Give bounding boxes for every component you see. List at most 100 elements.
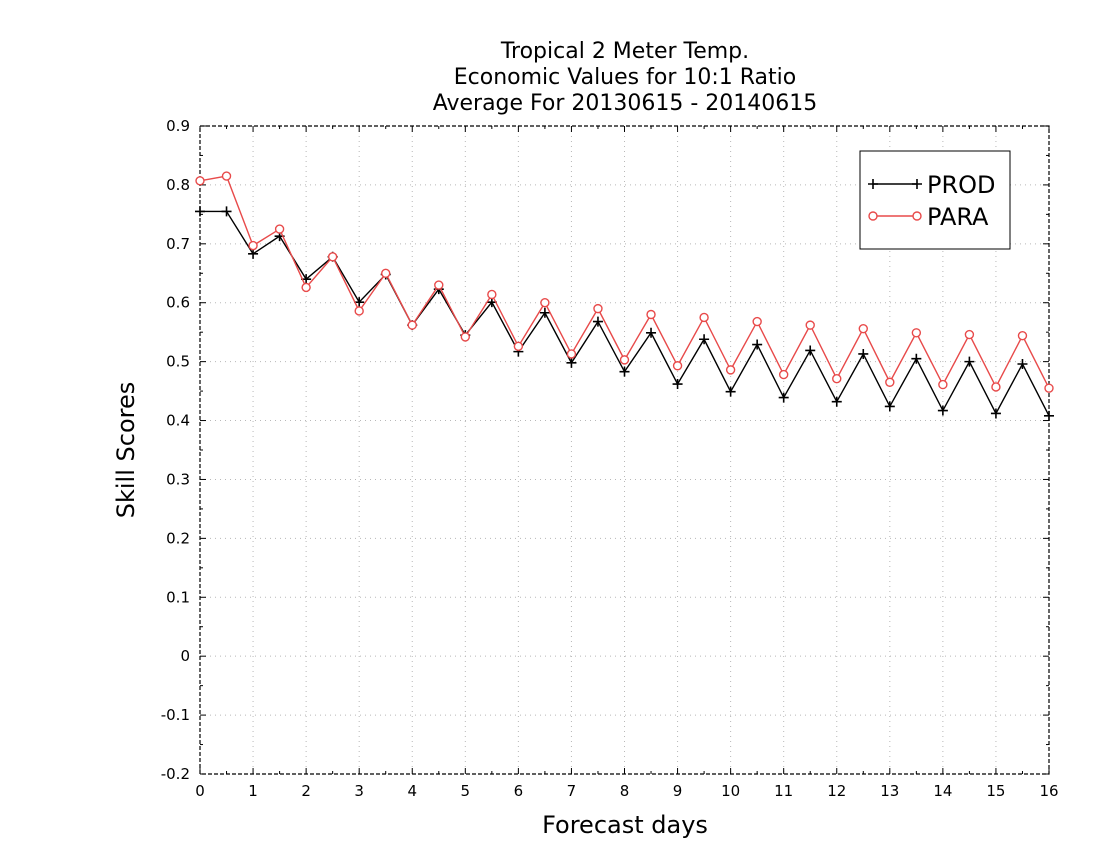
- data-point: [646, 327, 657, 338]
- legend-box: [859, 150, 1011, 250]
- data-point: [911, 328, 922, 338]
- data-point: [434, 280, 444, 290]
- data-point: [1017, 331, 1028, 341]
- data-point: [592, 316, 603, 327]
- y-tick-label: -0.2: [161, 765, 190, 783]
- x-tick-label: 4: [407, 782, 417, 800]
- data-point: [885, 377, 895, 387]
- y-axis-label: Skill Scores: [112, 382, 140, 519]
- data-point: [248, 240, 258, 251]
- data-point: [460, 332, 471, 342]
- data-point: [354, 297, 365, 308]
- data-point: [912, 179, 922, 189]
- data-point: [195, 176, 205, 186]
- data-point: [964, 329, 975, 340]
- data-point: [1044, 383, 1054, 393]
- x-tick-label: 16: [1039, 782, 1058, 800]
- data-point: [593, 303, 603, 314]
- data-point: [964, 356, 975, 367]
- y-tick-label: -0.1: [161, 706, 190, 724]
- data-point: [487, 289, 497, 300]
- data-point: [938, 379, 948, 390]
- data-point: [884, 401, 895, 412]
- chart-title: Tropical 2 Meter Temp.Economic Values fo…: [433, 39, 818, 116]
- data-point: [540, 298, 550, 308]
- legend-item-para: PARA: [868, 203, 989, 231]
- data-point: [274, 224, 285, 234]
- data-point: [195, 206, 205, 217]
- legend-label: PROD: [927, 171, 996, 199]
- series-para: [195, 171, 1054, 393]
- x-tick-label: 0: [195, 782, 205, 800]
- x-tick-label: 2: [301, 782, 311, 800]
- data-point: [539, 307, 550, 318]
- legend-label: PARA: [927, 203, 989, 231]
- data-point: [699, 334, 710, 345]
- title-line: Economic Values for 10:1 Ratio: [454, 65, 796, 90]
- x-tick-label: 7: [567, 782, 577, 800]
- data-point: [805, 345, 816, 356]
- data-point: [354, 306, 364, 316]
- data-point: [858, 348, 869, 359]
- y-tick-label: 0.1: [166, 588, 190, 606]
- data-point: [725, 365, 736, 375]
- data-point: [301, 282, 311, 293]
- y-tick-label: 0.5: [166, 353, 190, 371]
- data-point: [699, 312, 709, 323]
- data-point: [778, 392, 789, 403]
- x-tick-label: 5: [461, 782, 471, 800]
- data-point: [248, 248, 259, 259]
- data-point: [1044, 410, 1054, 421]
- data-point: [327, 252, 338, 262]
- data-point: [778, 369, 789, 380]
- y-tick-label: 0.6: [166, 294, 190, 312]
- data-point: [868, 211, 878, 221]
- title-line: Average For 20130615 - 20140615: [433, 91, 818, 116]
- x-tick-label: 1: [248, 782, 258, 800]
- grid: [200, 126, 1049, 774]
- data-point: [619, 355, 630, 365]
- x-tick-label: 3: [354, 782, 364, 800]
- y-tick-label: 0.3: [166, 470, 190, 488]
- x-tick-label: 13: [880, 782, 899, 800]
- data-point: [912, 211, 922, 221]
- data-point: [566, 357, 577, 368]
- data-point: [725, 386, 736, 397]
- y-tick-label: 0.9: [166, 117, 190, 135]
- x-tick-label: 12: [827, 782, 846, 800]
- data-point: [831, 396, 842, 407]
- data-point: [911, 353, 922, 364]
- data-point: [646, 309, 656, 320]
- title-line: Tropical 2 Meter Temp.: [500, 39, 749, 64]
- data-point: [513, 341, 524, 352]
- data-point: [752, 316, 762, 327]
- x-tick-label: 14: [933, 782, 952, 800]
- data-point: [407, 320, 417, 330]
- x-tick-label: 15: [986, 782, 1005, 800]
- series-prod: [195, 206, 1054, 421]
- data-point: [868, 179, 878, 189]
- y-tick-label: 0: [180, 647, 190, 665]
- data-point: [990, 408, 1001, 419]
- legend: PROD PARA: [859, 150, 1011, 250]
- data-point: [937, 405, 948, 416]
- data-point: [991, 382, 1001, 392]
- data-point: [832, 374, 842, 384]
- x-tick-label: 11: [774, 782, 793, 800]
- y-tick-label: 0.4: [166, 412, 190, 430]
- x-tick-labels: 0 1 2 3 4 5 6 7 8 9 10 11 12 13 14 15 16: [195, 782, 1058, 800]
- data-point: [858, 323, 868, 334]
- data-point: [221, 206, 232, 217]
- data-point: [381, 268, 391, 278]
- x-tick-label: 6: [514, 782, 524, 800]
- y-tick-label: 0.7: [166, 235, 190, 253]
- y-tick-labels: -0.2 -0.1 0 0.1 0.2 0.3 0.4 0.5 0.6 0.7 0.8 0.9: [161, 117, 190, 783]
- y-tick-label: 0.8: [166, 176, 190, 194]
- x-tick-label: 8: [620, 782, 630, 800]
- x-axis-label: Forecast days: [542, 811, 708, 839]
- x-tick-label: 9: [673, 782, 683, 800]
- data-point: [221, 171, 232, 181]
- legend-item-prod: PROD: [868, 171, 996, 199]
- data-point: [1017, 358, 1028, 369]
